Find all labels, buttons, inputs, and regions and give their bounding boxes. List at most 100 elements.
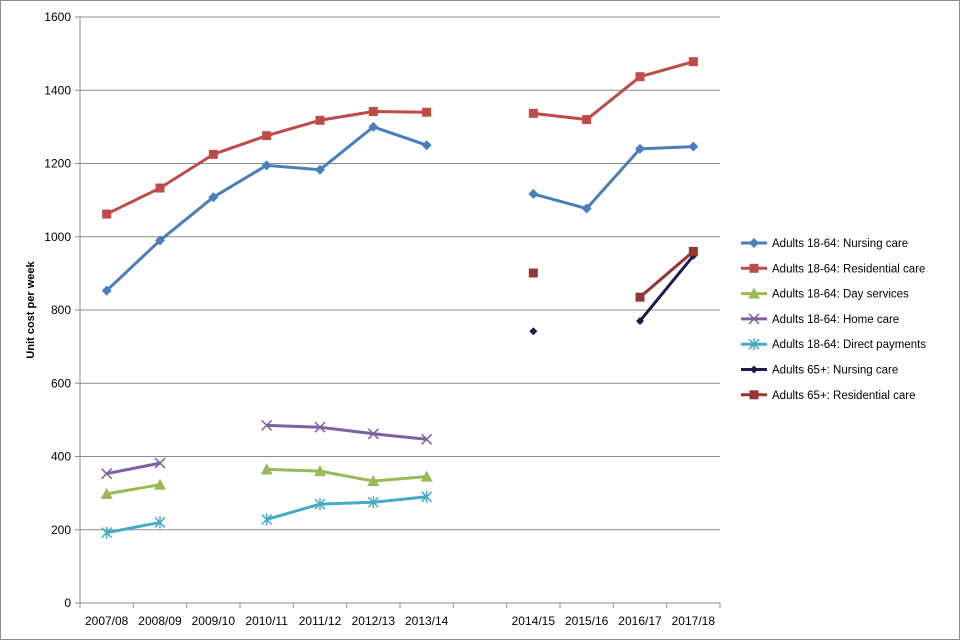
data-point [635,72,645,82]
series-line [533,60,694,122]
x-tick-label: 2011/12 [299,614,342,628]
y-tick-label: 1400 [44,83,71,97]
x-tick-label: 2013/14 [405,614,449,628]
data-point [154,478,166,490]
legend: Adults 18-64: Nursing care Adults 18-64: … [741,238,926,402]
data-point [101,526,113,539]
x-tick-label: 2009/10 [192,614,236,628]
y-tick-label: 0 [64,596,71,610]
data-point [635,143,645,154]
y-tick-label: 600 [51,376,71,390]
legend-label: Adults 65+: Nursing care [772,365,898,377]
series-line [639,250,695,299]
series-line [266,495,427,521]
y-tick-label: 1600 [44,10,71,24]
series-2 [100,463,433,499]
data-point [208,149,218,159]
legend-label: Adults 65+: Residential care [772,390,916,402]
legend-entry: Adults 65+: Residential care [741,390,916,402]
series-line [106,461,161,476]
y-tick-label: 200 [51,523,71,537]
data-point [528,188,539,199]
y-tick-label: 1000 [44,230,71,244]
series-line [106,520,161,535]
series-3 [101,419,433,480]
x-tick-label: 2016/17 [618,614,662,628]
legend-marker [748,287,760,299]
x-tick-label: 2014/15 [512,614,556,628]
data-point [367,475,380,487]
x-tick-label: 2007/08 [85,614,129,628]
legend-entry: Adults 65+: Nursing care [741,365,898,377]
x-tick-label: 2008/09 [138,614,182,628]
data-point [261,419,273,431]
x-tick-label: 2017/18 [672,614,716,628]
legend-label: Adults 18-64: Home care [772,314,899,326]
data-point [529,327,538,336]
data-point [155,183,165,193]
axes: 0 200 400 600 800 1000 1200 1400 1600 2007/08 2008… [25,10,721,628]
y-axis-title: Unit cost per week [25,261,37,359]
series-0 [101,121,699,296]
series-5 [529,251,698,336]
series-group [100,57,699,539]
data-point [367,496,379,509]
data-point [101,285,112,296]
data-point [421,140,432,151]
legend-marker [748,338,760,351]
data-point [421,433,433,445]
data-point [688,57,698,67]
legend-marker [749,238,759,248]
data-point [367,428,379,440]
data-point [261,513,273,526]
series-line [106,483,161,496]
data-point [314,421,326,433]
data-point [102,209,112,219]
series-6 [528,246,698,302]
data-point [636,316,644,325]
data-point [581,203,592,214]
data-point [101,468,113,480]
legend-label: Adults 18-64: Nursing care [772,238,908,250]
data-point [154,516,166,529]
series-line [266,467,427,483]
data-point [635,292,645,302]
data-point [261,160,272,171]
series-line [638,254,695,322]
data-point [315,164,325,175]
data-point [260,463,273,475]
x-tick-label: 2010/11 [245,614,288,628]
y-tick-label: 400 [51,450,71,464]
legend-entry: Adults 18-64: Nursing care [741,238,908,250]
series-1 [102,57,698,219]
data-point [688,141,699,152]
data-point [368,106,378,116]
x-tick-label: 2015/16 [565,614,609,628]
legend-entry: Adults 18-64: Residential care [741,263,925,275]
series-line [266,423,427,441]
legend-entry: Adults 18-64: Direct payments [741,338,926,351]
data-point [154,457,166,469]
y-tick-label: 800 [51,303,71,317]
data-point [421,490,433,503]
legend-label: Adults 18-64: Direct payments [772,339,926,351]
legend-marker [749,390,759,400]
series-4 [101,490,433,539]
y-tick-label: 1200 [44,157,71,171]
data-point [528,268,538,278]
data-point [314,498,326,511]
gridlines [80,16,720,531]
data-point [688,246,698,256]
legend-entry: Adults 18-64: Day services [741,287,909,301]
legend-label: Adults 18-64: Residential care [772,263,925,275]
data-point [262,131,272,141]
data-point [314,465,326,477]
data-point [368,121,379,132]
data-point [155,235,165,246]
data-point [420,470,433,482]
data-point [315,115,325,125]
series-line [532,145,694,211]
data-point [100,487,113,499]
